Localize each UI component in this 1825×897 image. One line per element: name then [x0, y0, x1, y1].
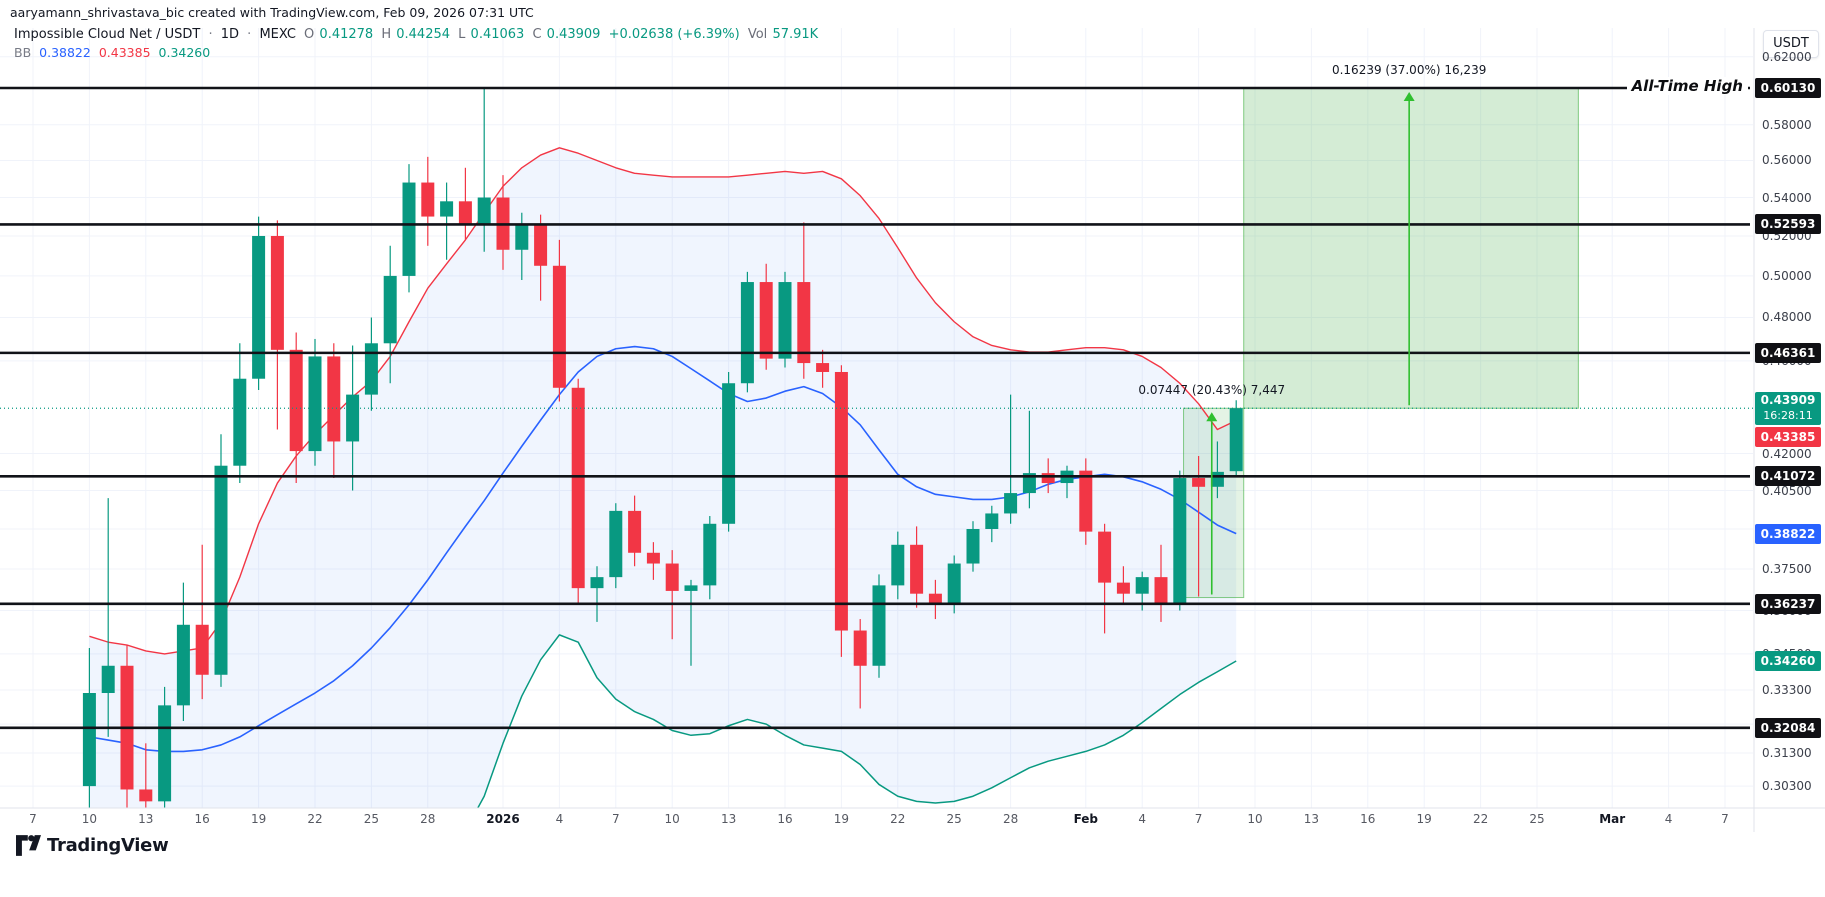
candle-body	[722, 383, 736, 524]
candle-body	[214, 465, 228, 675]
candle-body	[176, 624, 190, 706]
candle-body	[1192, 478, 1206, 487]
candle-body	[1041, 473, 1055, 484]
candle-body	[440, 201, 454, 217]
candle-body	[233, 378, 247, 466]
candle-body	[778, 282, 792, 359]
candle-body	[534, 224, 548, 266]
change-value: +0.02638 (+6.39%)	[608, 27, 740, 42]
candle-body	[1154, 577, 1168, 604]
candle-body	[1229, 408, 1243, 472]
candle-body	[872, 585, 886, 666]
open-label: O	[304, 27, 315, 42]
candle-body	[571, 387, 585, 589]
projection-big-label[interactable]: 0.16239 (37.00%) 16,239	[1331, 63, 1487, 77]
candle-body	[891, 544, 905, 586]
bb-band-line	[476, 634, 1237, 808]
candle-body	[609, 510, 623, 578]
open-value: 0.41278	[319, 27, 374, 42]
candle-body	[270, 235, 284, 350]
candle-body	[1098, 531, 1112, 583]
candle-body	[82, 693, 96, 787]
candle-body	[853, 630, 867, 666]
candle-body	[966, 529, 980, 564]
tradingview-logo[interactable]: TradingView	[16, 834, 169, 857]
candle-body	[947, 563, 961, 605]
candle-body	[308, 356, 322, 452]
projection-arrowhead	[1403, 92, 1415, 101]
candle-body	[1116, 582, 1130, 594]
candle-body	[816, 363, 830, 372]
close-label: C	[532, 27, 542, 42]
candle-body	[139, 789, 153, 802]
bb-indicator-label[interactable]: BB	[14, 45, 32, 60]
candle-body	[346, 394, 360, 442]
candle-body	[646, 552, 660, 564]
candle-body	[1079, 470, 1093, 532]
candle-body	[477, 197, 491, 225]
candle-body	[364, 343, 378, 395]
close-value: 0.43909	[546, 27, 601, 42]
candle-body	[1004, 493, 1018, 514]
candle-body	[421, 182, 435, 217]
candle-body	[552, 265, 566, 388]
candle-body	[515, 224, 529, 250]
candle-body	[1210, 471, 1224, 487]
candle-body	[383, 275, 397, 344]
currency-toggle-button[interactable]: USDT	[1763, 30, 1819, 58]
interval-label[interactable]: 1D	[220, 27, 240, 42]
bb-indicator-row[interactable]: BB 0.38822 0.43385 0.34260	[14, 45, 214, 60]
candle-body	[628, 510, 642, 553]
candle-body	[327, 356, 341, 442]
bb-upper-value: 0.43385	[98, 45, 151, 60]
exchange-label[interactable]: MEXC	[259, 27, 296, 42]
candle-body	[665, 563, 679, 591]
projection-small-label[interactable]: 0.07447 (20.43%) 7,447	[1138, 383, 1286, 398]
tradingview-logo-icon	[16, 835, 41, 856]
candle-body	[195, 624, 209, 675]
volume-label: Vol	[747, 27, 768, 42]
symbol-legend-row[interactable]: Impossible Cloud Net / USDT · 1D · MEXC …	[14, 27, 819, 42]
candle-body	[158, 705, 172, 802]
high-value: 0.44254	[396, 27, 451, 42]
candle-body	[985, 513, 999, 530]
candle-body	[1022, 473, 1036, 494]
candle-body	[834, 371, 848, 631]
candle-body	[797, 282, 811, 364]
high-label: H	[381, 27, 392, 42]
projection-box-big[interactable]	[1243, 87, 1579, 409]
low-value: 0.41063	[470, 27, 525, 42]
candle-body	[928, 593, 942, 605]
candle-body	[458, 201, 472, 225]
candle-body	[1173, 478, 1187, 604]
candle-body	[684, 585, 698, 591]
candle-body	[1135, 577, 1149, 594]
candle-body	[910, 544, 924, 594]
volume-value: 57.91K	[772, 27, 819, 42]
tradingview-logo-text: TradingView	[47, 835, 169, 856]
symbol-title[interactable]: Impossible Cloud Net / USDT	[14, 27, 201, 42]
all-time-high-label: All-Time High	[1626, 77, 1748, 95]
low-label: L	[458, 27, 466, 42]
attribution-text: aaryamann_shrivastava_bic created with T…	[10, 5, 534, 20]
bb-lower-value: 0.34260	[158, 45, 211, 60]
candle-body	[740, 282, 754, 384]
candle-body	[252, 235, 266, 379]
candle-body	[759, 282, 773, 359]
candle-body	[703, 523, 717, 586]
candle-body	[590, 577, 604, 589]
candle-body	[289, 349, 303, 452]
candle-body	[402, 182, 416, 276]
bb-basis-value: 0.38822	[39, 45, 91, 60]
candle-body	[101, 665, 115, 694]
projection-arrowhead	[1206, 412, 1218, 422]
